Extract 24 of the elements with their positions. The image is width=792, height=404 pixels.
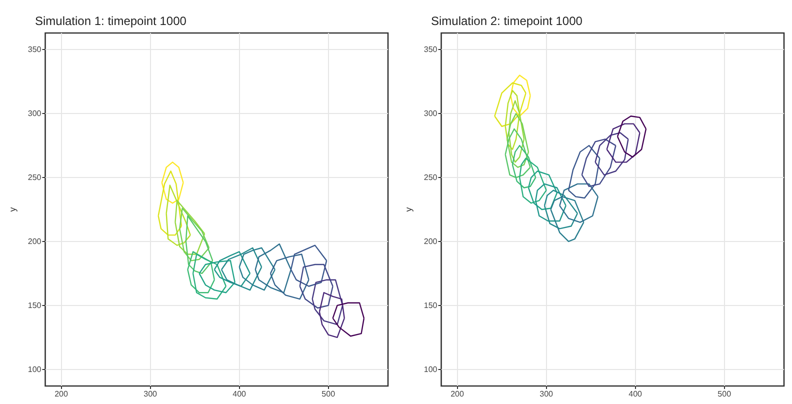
y-tick-label: 350 [424,45,438,54]
chart-title: Simulation 1: timepoint 1000 [35,14,187,28]
x-tick-label: 300 [144,390,158,398]
x-tick-label: 300 [540,390,554,398]
y-tick-label: 300 [28,109,42,118]
y-tick-label: 200 [424,236,438,246]
x-tick-label: 200 [450,390,464,398]
y-tick-label: 350 [28,45,42,54]
y-axis-title: y [8,206,18,212]
y-tick-label: 250 [28,173,42,182]
y-tick-label: 100 [28,364,42,374]
x-tick-label: 400 [232,390,247,398]
x-tick-label: 500 [718,390,732,398]
y-tick-label: 300 [424,109,438,118]
x-tick-label: 400 [628,390,643,398]
y-tick-label: 100 [424,364,438,374]
y-tick-label: 150 [424,300,438,310]
x-tick-label: 500 [322,390,336,398]
chart-title: Simulation 2: timepoint 1000 [431,14,583,28]
x-tick-label: 200 [54,390,68,398]
y-axis-title: y [404,206,414,212]
y-tick-label: 250 [424,173,438,182]
y-tick-label: 200 [28,236,42,246]
y-tick-label: 150 [28,300,42,310]
